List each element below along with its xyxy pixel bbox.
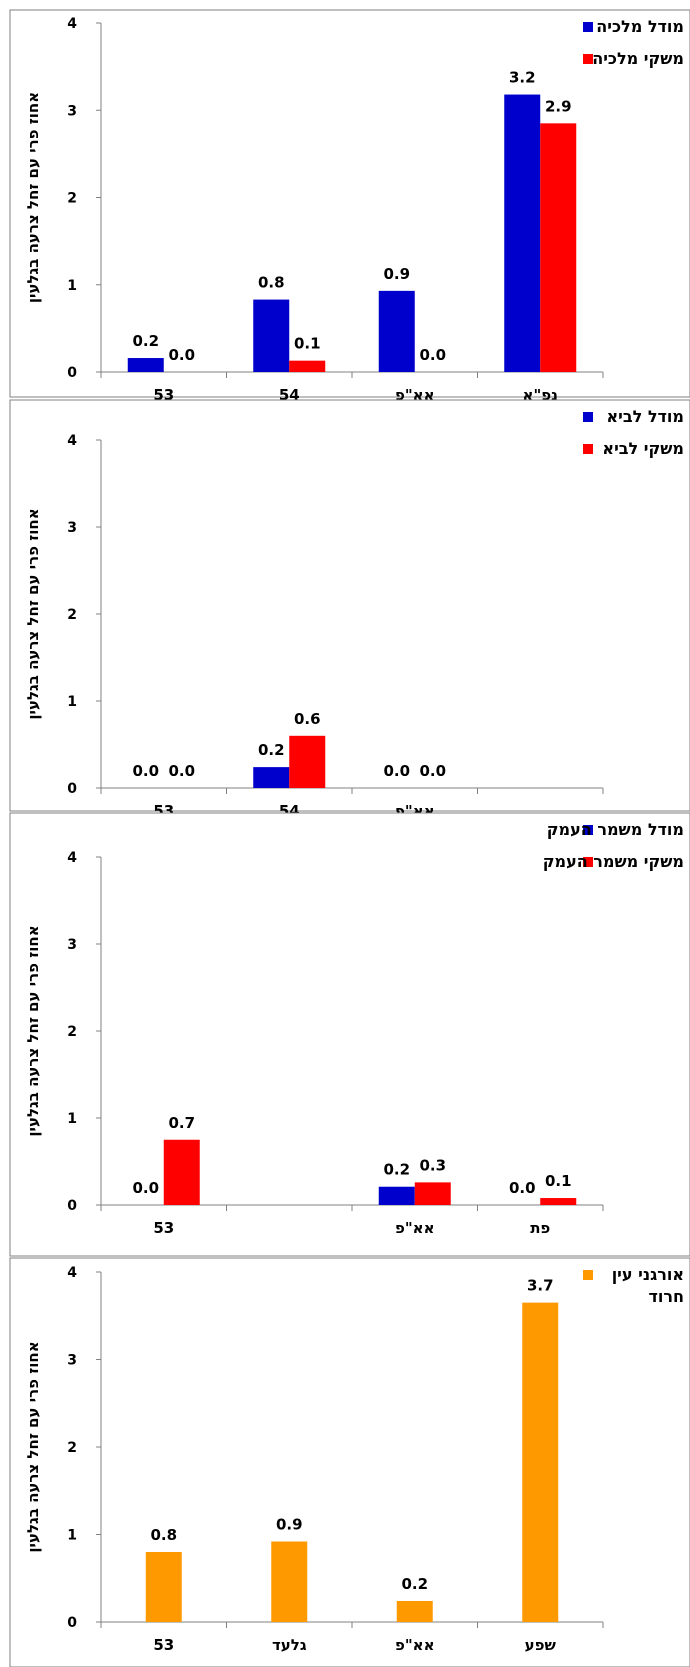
y-tick-label: 1	[67, 1111, 77, 1127]
data-label: 0.2	[132, 332, 159, 350]
data-label: 0.8	[150, 1526, 177, 1544]
data-label: 0.3	[419, 1156, 446, 1174]
legend-swatch	[583, 444, 593, 454]
x-tick-label: 53	[153, 1636, 174, 1654]
data-label: 0.1	[294, 335, 321, 353]
bar-1-2	[253, 299, 290, 372]
legend: מודל לביא משקי לביא	[583, 407, 684, 458]
legend-label: משקי מלכיה	[592, 49, 684, 68]
legend-label-line: חרוד	[648, 1287, 684, 1306]
y-tick-label: 0	[67, 365, 77, 381]
bar-1-1	[145, 1552, 182, 1622]
legend-label: משקי לביא	[602, 439, 684, 458]
x-tick-label: 53	[153, 1219, 174, 1237]
y-tick-label: 4	[67, 850, 77, 866]
data-label: 0.0	[132, 762, 159, 780]
data-label: 0.0	[383, 762, 410, 780]
y-tick-label: 4	[67, 16, 77, 32]
y-axis-label: אחוז פרי עם זחל צרעה בגלעין	[24, 508, 42, 719]
x-tick-label: שפע	[525, 1636, 557, 1654]
y-tick-label: 2	[67, 607, 77, 623]
x-tick-label: פת	[530, 1219, 550, 1237]
data-label: 0.0	[419, 346, 446, 364]
chart-frame	[9, 399, 690, 812]
bar-2-2	[289, 360, 326, 372]
y-tick-label: 3	[67, 103, 77, 119]
data-label: 0.0	[509, 1179, 536, 1197]
bar-2-2	[289, 735, 326, 788]
data-label: 3.7	[527, 1277, 554, 1295]
y-axis-label: אחוז פרי עם זחל צרעה בגלעין	[24, 1341, 42, 1552]
y-tick-label: 3	[67, 520, 77, 536]
chart-panel-4: 0 1 2 3 4 אחוז פרי עם זחל צרעה בגלעין 53 גלעד אא…	[9, 1257, 690, 1667]
y-tick-label: 2	[67, 191, 77, 207]
bar-2-4	[540, 123, 577, 373]
y-tick-label: 2	[67, 1024, 77, 1040]
legend: אורגני עין חרוד	[583, 1265, 684, 1306]
bar-1-3	[378, 1186, 415, 1205]
bar-2-3	[414, 1182, 451, 1205]
data-label: 0.6	[294, 710, 321, 728]
y-tick-label: 4	[67, 433, 77, 449]
data-label: 0.2	[383, 1161, 410, 1179]
legend-label: מודל משמר העמק	[547, 820, 684, 839]
bar-1-3	[378, 290, 415, 372]
legend-label: מודל לביא	[606, 407, 684, 426]
data-label: 0.0	[419, 762, 446, 780]
data-label: 0.2	[258, 741, 285, 759]
legend-label: משקי משמר העמק	[543, 852, 684, 871]
y-tick-label: 3	[67, 937, 77, 953]
y-tick-label: 1	[67, 694, 77, 710]
chart-frame	[9, 1257, 690, 1667]
y-tick-label: 0	[67, 1615, 77, 1631]
legend-swatch	[583, 1270, 593, 1280]
bar-1-1	[127, 358, 164, 372]
legend-swatch	[583, 825, 593, 835]
y-axis-label: אחוז פרי עם זחל צרעה בגלעין	[24, 92, 42, 303]
data-label: 0.0	[132, 1179, 159, 1197]
data-label: 0.8	[258, 274, 285, 292]
bar-2-1	[163, 1139, 200, 1205]
data-label: 0.9	[276, 1516, 303, 1534]
legend: מודל מלכיה משקי מלכיה	[583, 17, 684, 68]
bar-1-2	[271, 1541, 308, 1622]
legend-swatch	[583, 857, 593, 867]
data-label: 0.0	[168, 346, 195, 364]
legend-swatch	[583, 54, 593, 64]
data-label: 0.1	[545, 1172, 572, 1190]
chart-panel-3: 0 1 2 3 4 אחוז פרי עם זחל צרעה בגלעין 53 אא"פ פת…	[9, 812, 690, 1257]
legend-swatch	[583, 412, 593, 422]
y-tick-label: 0	[67, 781, 77, 797]
data-label: 2.9	[545, 97, 572, 115]
legend-label-line: אורגני עין	[612, 1265, 684, 1284]
y-tick-label: 1	[67, 278, 77, 294]
y-tick-label: 3	[67, 1353, 77, 1369]
legend: מודל משמר העמק משקי משמר העמק	[543, 820, 684, 871]
data-label: 3.2	[509, 69, 536, 87]
legend-swatch	[583, 22, 593, 32]
y-axis-label: אחוז פרי עם זחל צרעה בגלעין	[24, 925, 42, 1136]
legend-label: מודל מלכיה	[596, 17, 684, 36]
data-label: 0.2	[401, 1575, 428, 1593]
chart-frame	[9, 812, 690, 1257]
bar-1-4	[504, 94, 541, 373]
y-tick-label: 1	[67, 1528, 77, 1544]
data-label: 0.7	[168, 1114, 195, 1132]
bar-1-3	[396, 1601, 433, 1622]
x-tick-label: גלעד	[272, 1636, 307, 1654]
x-tick-label: אא"פ	[395, 1219, 435, 1237]
y-tick-label: 4	[67, 1265, 77, 1281]
y-tick-label: 0	[67, 1198, 77, 1214]
y-tick-label: 2	[67, 1440, 77, 1456]
bar-1-2	[253, 767, 290, 788]
bar-1-4	[522, 1302, 559, 1622]
x-tick-label: אא"פ	[395, 1636, 435, 1654]
data-label: 0.0	[168, 762, 195, 780]
bar-2-4	[540, 1198, 577, 1205]
data-label: 0.9	[383, 265, 410, 283]
chart-frame	[9, 9, 690, 398]
